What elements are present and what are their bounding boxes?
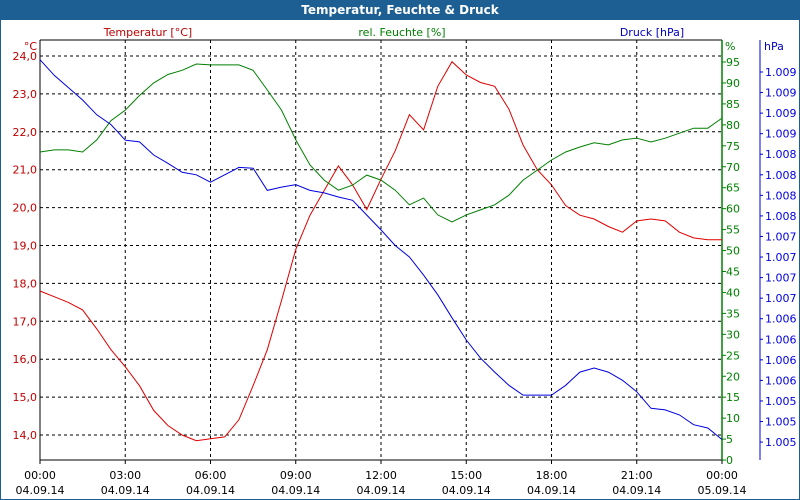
- temperature-tick-label: 23,0: [13, 88, 38, 101]
- humidity-tick-label: 85: [726, 98, 740, 111]
- pressure-tick-label: 1.007: [765, 230, 797, 243]
- humidity-tick-label: 80: [726, 119, 740, 132]
- pressure-tick-label: 1.007: [765, 292, 797, 305]
- x-tick-time: 21:00: [621, 469, 653, 482]
- temperature-series-line: [39, 60, 722, 442]
- x-tick-date: 04.09.14: [442, 484, 491, 497]
- temperature-tick-label: 24,0: [13, 50, 38, 63]
- window-title: Temperatur, Feuchte & Druck: [0, 0, 800, 20]
- pressure-tick-label: 1.008: [765, 189, 797, 202]
- temperature-axis-label: Temperatur [°C]: [103, 26, 192, 39]
- humidity-tick-label: 35: [726, 307, 740, 320]
- pressure-tick-label: 1.005: [765, 395, 797, 408]
- temperature-tick-label: 22,0: [13, 126, 38, 139]
- humidity-tick-label: 5: [726, 433, 733, 446]
- humidity-tick-label: 0: [726, 454, 733, 467]
- pressure-tick-label: 1.006: [765, 313, 797, 326]
- temperature-tick-label: 15,0: [13, 391, 38, 404]
- x-tick-time: 12:00: [365, 469, 397, 482]
- x-tick-time: 03:00: [109, 469, 141, 482]
- pressure-tick-label: 1.007: [765, 272, 797, 285]
- x-tick-time: 15:00: [450, 469, 482, 482]
- x-tick-date: 04.09.14: [16, 484, 65, 497]
- humidity-tick-label: 40: [726, 286, 740, 299]
- x-tick-date: 04.09.14: [186, 484, 235, 497]
- pressure-tick-label: 1.005: [765, 416, 797, 429]
- x-tick-time: 18:00: [536, 469, 568, 482]
- pressure-unit: hPa: [764, 40, 784, 53]
- humidity-tick-label: 30: [726, 328, 740, 341]
- humidity-tick-label: 70: [726, 161, 740, 174]
- pressure-tick-label: 1.009: [765, 128, 797, 141]
- pressure-tick-label: 1.007: [765, 251, 797, 264]
- humidity-tick-label: 45: [726, 266, 740, 279]
- x-tick-time: 00:00: [24, 469, 56, 482]
- humidity-tick-label: 90: [726, 77, 740, 90]
- pressure-tick-label: 1.006: [765, 333, 797, 346]
- humidity-tick-label: 20: [726, 370, 740, 383]
- temperature-tick-label: 18,0: [13, 277, 38, 290]
- humidity-series-line: [39, 63, 723, 223]
- pressure-tick-label: 1.008: [765, 148, 797, 161]
- humidity-tick-label: 10: [726, 412, 740, 425]
- humidity-tick-label: 75: [726, 140, 740, 153]
- humidity-tick-label: 25: [726, 349, 740, 362]
- humidity-unit: %: [725, 40, 735, 53]
- humidity-tick-label: 95: [726, 56, 740, 69]
- x-tick-time: 09:00: [280, 469, 312, 482]
- temperature-tick-label: 21,0: [13, 164, 38, 177]
- temperature-tick-label: 20,0: [13, 202, 38, 215]
- humidity-tick-label: 50: [726, 245, 740, 258]
- temperature-tick-label: 19,0: [13, 240, 38, 253]
- temperature-tick-label: 16,0: [13, 353, 38, 366]
- pressure-axis-label: Druck [hPa]: [620, 26, 684, 39]
- pressure-tick-label: 1.008: [765, 169, 797, 182]
- humidity-tick-label: 55: [726, 224, 740, 237]
- humidity-tick-label: 60: [726, 203, 740, 216]
- pressure-tick-label: 1.006: [765, 354, 797, 367]
- humidity-axis-label: rel. Feuchte [%]: [358, 26, 445, 39]
- pressure-tick-label: 1.005: [765, 436, 797, 449]
- pressure-tick-label: 1.008: [765, 210, 797, 223]
- x-tick-date: 04.09.14: [527, 484, 576, 497]
- pressure-tick-label: 1.009: [765, 87, 797, 100]
- pressure-tick-label: 1.009: [765, 107, 797, 120]
- humidity-tick-label: 65: [726, 182, 740, 195]
- x-tick-date: 04.09.14: [271, 484, 320, 497]
- temperature-tick-label: 14,0: [13, 429, 38, 442]
- temperature-tick-label: 17,0: [13, 315, 38, 328]
- x-tick-time: 06:00: [195, 469, 227, 482]
- temperature-unit: °C: [24, 40, 38, 53]
- x-tick-date: 04.09.14: [612, 484, 661, 497]
- pressure-tick-label: 1.006: [765, 374, 797, 387]
- pressure-tick-label: 1.009: [765, 66, 797, 79]
- x-tick-date: 05.09.14: [698, 484, 747, 497]
- x-tick-time: 00:00: [706, 469, 738, 482]
- pressure-series-line: [39, 59, 723, 440]
- x-tick-date: 04.09.14: [101, 484, 150, 497]
- humidity-tick-label: 15: [726, 391, 740, 404]
- x-tick-date: 04.09.14: [357, 484, 406, 497]
